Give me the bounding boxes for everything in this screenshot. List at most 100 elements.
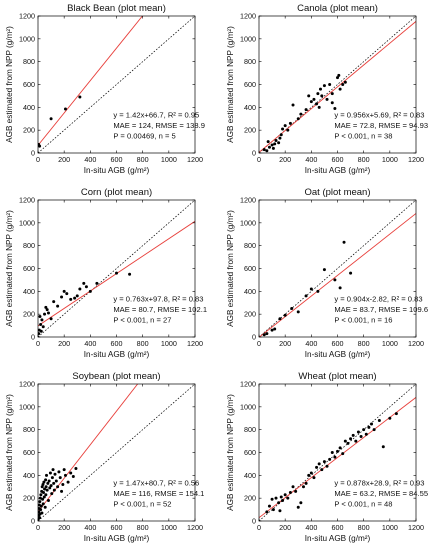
data-point xyxy=(349,271,353,275)
data-point xyxy=(317,462,321,466)
data-point xyxy=(45,473,49,477)
y-tick-label: 0 xyxy=(252,333,256,342)
x-tick-label: 0 xyxy=(257,339,261,348)
data-point xyxy=(46,311,50,315)
data-point xyxy=(277,141,281,145)
panel-title: Oat (plot mean) xyxy=(305,187,371,198)
x-tick-label: 400 xyxy=(305,523,317,532)
data-point xyxy=(291,485,295,489)
x-axis-title: In-situ AGB (g/m²) xyxy=(84,166,150,175)
data-point xyxy=(315,465,319,469)
y-tick-label: 200 xyxy=(244,310,256,319)
data-point xyxy=(43,505,47,509)
stats-line-2: MAE = 80.7, RMSE = 102.1 xyxy=(113,305,207,314)
x-tick-label: 800 xyxy=(358,155,370,164)
data-point xyxy=(41,497,45,501)
data-point xyxy=(337,73,341,77)
y-tick-label: 0 xyxy=(31,333,35,342)
x-axis-title: In-situ AGB (g/m²) xyxy=(305,166,371,175)
y-tick-label: 0 xyxy=(31,517,35,526)
x-tick-label: 400 xyxy=(84,339,96,348)
data-point xyxy=(330,451,334,454)
data-point xyxy=(270,497,274,501)
data-point xyxy=(69,297,73,301)
y-tick-label: 0 xyxy=(31,149,35,158)
data-point xyxy=(328,457,332,461)
regression-line xyxy=(38,16,143,146)
x-tick-label: 1200 xyxy=(408,339,424,348)
data-point xyxy=(328,83,332,86)
y-tick-label: 600 xyxy=(244,80,256,89)
data-point xyxy=(62,468,66,472)
data-point xyxy=(267,145,271,149)
data-point xyxy=(312,97,316,101)
data-point xyxy=(38,314,42,318)
data-point xyxy=(270,143,274,147)
data-point xyxy=(296,505,300,509)
data-point xyxy=(54,479,58,483)
data-point xyxy=(78,95,82,99)
y-tick-label: 600 xyxy=(244,448,256,457)
data-point xyxy=(341,83,345,86)
stats-line-3: P < 0.001, n = 52 xyxy=(113,499,171,508)
data-point xyxy=(49,484,53,488)
data-point xyxy=(343,80,347,84)
data-point xyxy=(39,322,43,326)
data-point xyxy=(290,306,294,310)
data-point xyxy=(278,136,282,140)
x-axis-title: In-situ AGB (g/m²) xyxy=(84,534,150,543)
y-axis-title: AGB estimated from NPP (g/m²) xyxy=(226,210,235,327)
data-point xyxy=(281,498,285,502)
data-point xyxy=(346,441,350,445)
stats-line-3: P < 0.001, n = 48 xyxy=(334,499,392,508)
data-point xyxy=(52,300,56,304)
x-tick-label: 600 xyxy=(111,155,123,164)
x-tick-label: 1200 xyxy=(187,523,203,532)
stats-line-3: P = 0.00469, n = 5 xyxy=(113,131,175,140)
data-point xyxy=(304,108,308,112)
data-point xyxy=(52,488,56,492)
x-tick-label: 1200 xyxy=(187,339,203,348)
data-point xyxy=(338,286,342,290)
y-tick-label: 800 xyxy=(23,241,35,250)
data-point xyxy=(296,310,300,314)
x-tick-label: 1200 xyxy=(408,155,424,164)
x-tick-label: 800 xyxy=(137,339,149,348)
y-tick-label: 1000 xyxy=(19,402,35,411)
data-point xyxy=(283,124,287,128)
data-point xyxy=(52,481,56,485)
y-tick-label: 1200 xyxy=(19,12,35,21)
data-point xyxy=(312,476,316,480)
data-point xyxy=(330,101,334,105)
data-point xyxy=(362,428,366,432)
chart-panel-6: Wheat (plot mean) 0 200 400 600 800 1000 1200 0 2… xyxy=(226,371,428,543)
data-point xyxy=(343,439,347,443)
data-point xyxy=(388,416,392,420)
x-tick-label: 0 xyxy=(36,155,40,164)
x-axis-title: In-situ AGB (g/m²) xyxy=(84,350,150,359)
stats-line-3: P < 0.001, n = 16 xyxy=(334,315,392,324)
data-point xyxy=(38,144,42,148)
one-to-one-line xyxy=(259,16,416,153)
panel-title: Corn (plot mean) xyxy=(81,187,152,198)
data-point xyxy=(372,428,376,432)
data-point xyxy=(356,430,360,434)
x-tick-label: 200 xyxy=(58,339,70,348)
data-point xyxy=(42,495,46,499)
stats-line-2: MAE = 72.8, RMSE = 94.93 xyxy=(334,121,428,130)
data-point xyxy=(40,511,44,515)
data-point xyxy=(278,509,282,513)
data-point xyxy=(316,289,320,293)
data-point xyxy=(307,94,311,98)
data-point xyxy=(42,480,46,484)
data-point xyxy=(307,473,311,477)
data-point xyxy=(333,278,337,282)
data-point xyxy=(296,117,300,121)
y-tick-label: 800 xyxy=(23,57,35,66)
data-point xyxy=(318,87,322,91)
x-tick-label: 200 xyxy=(58,523,70,532)
data-point xyxy=(50,476,54,480)
data-point xyxy=(273,142,277,146)
data-point xyxy=(56,485,60,489)
y-axis-title: AGB estimated from NPP (g/m²) xyxy=(5,210,14,327)
